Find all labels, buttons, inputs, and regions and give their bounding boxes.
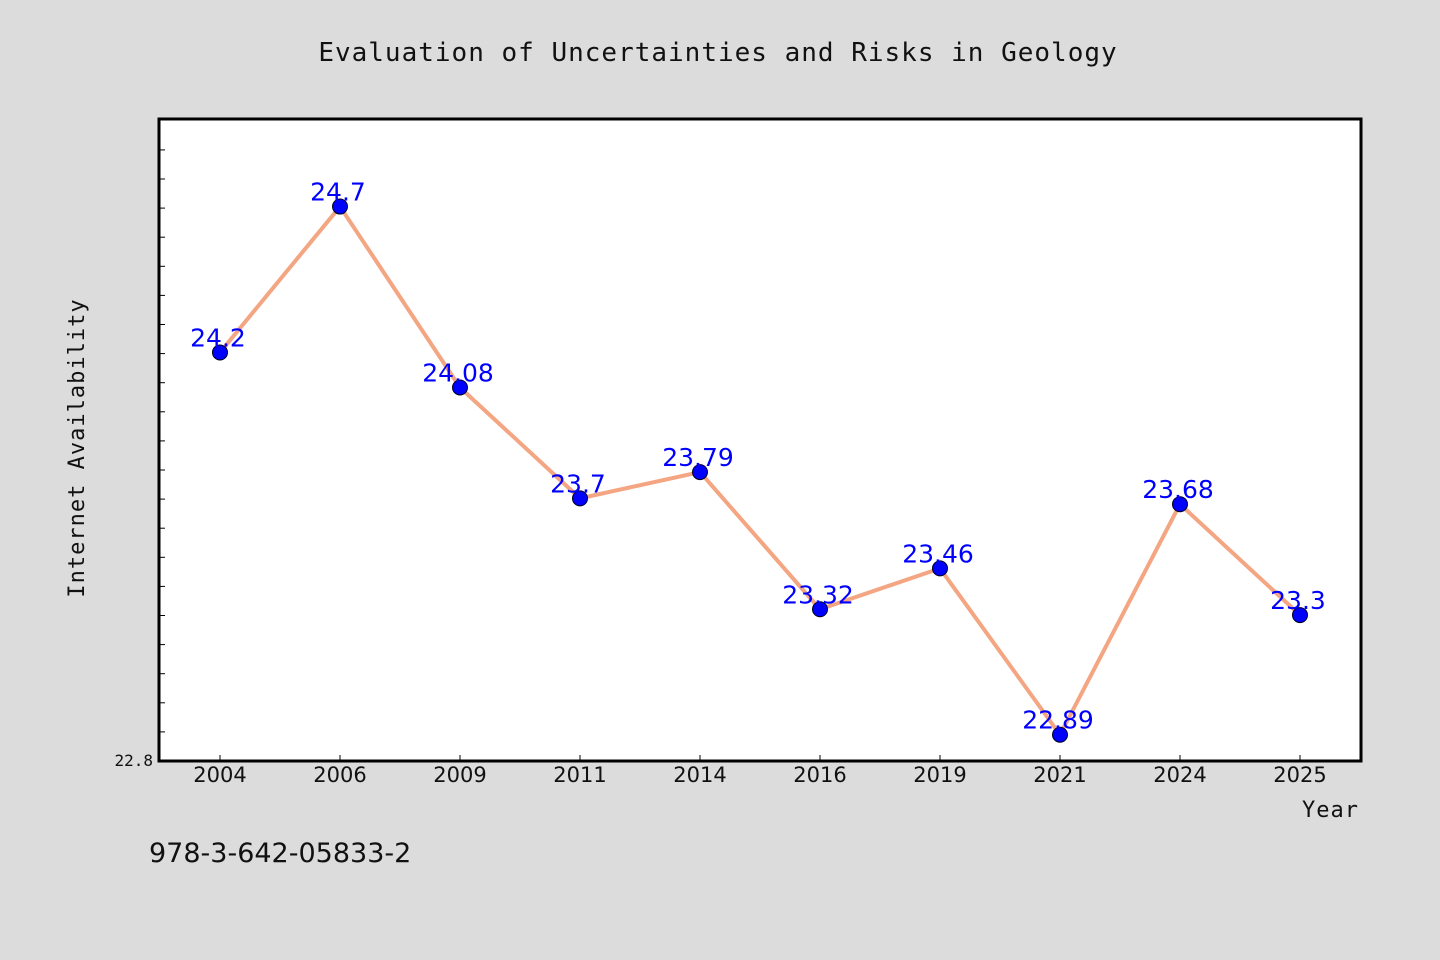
- data-label: 23.46: [902, 539, 974, 568]
- data-point: [212, 344, 228, 361]
- data-label: 23.3: [1270, 586, 1326, 615]
- isbn-text: 978-3-642-05833-2: [149, 838, 411, 869]
- series-layer: [218, 204, 1302, 737]
- x-tick-label: 2025: [1273, 763, 1326, 787]
- data-point: [332, 198, 348, 215]
- series-line: [218, 204, 1302, 737]
- chart-title: Evaluation of Uncertainties and Risks in…: [318, 38, 1117, 68]
- marker-layer: [212, 198, 1308, 743]
- data-label: 22.89: [1022, 706, 1094, 735]
- data-point: [572, 490, 588, 507]
- data-label: 23.32: [782, 580, 854, 609]
- data-point: [452, 379, 468, 396]
- data-label: 24.2: [190, 323, 246, 352]
- data-label: 24.7: [310, 178, 366, 207]
- y-axis-title: Internet Availability: [65, 298, 90, 597]
- data-label: 23.68: [1142, 475, 1214, 504]
- data-label-layer: 24.2 24.7 24.08 23.7 23.79 23.32 23.46 22.89 23.…: [190, 178, 1326, 735]
- x-tick-label: 2016: [793, 763, 846, 787]
- y-tick-label: 22.8: [114, 751, 153, 770]
- data-point: [692, 464, 708, 481]
- data-label: 23.79: [662, 443, 734, 472]
- data-label: 23.7: [550, 469, 606, 498]
- data-point: [812, 601, 828, 618]
- data-point: [1292, 607, 1308, 624]
- data-label: 24.08: [422, 358, 494, 387]
- plot-area: [157, 117, 1363, 763]
- x-tick-label: 2006: [313, 763, 366, 787]
- data-point: [932, 560, 948, 577]
- x-tick-label: 2011: [553, 763, 606, 787]
- x-axis-title: Year: [1302, 798, 1359, 823]
- y-axis-ticks: 22.8: [114, 149, 165, 770]
- x-axis-ticks: 2004 2006 2009 2011 2014 2016 2019 2021 2024 2025: [193, 755, 1327, 787]
- x-tick-label: 2024: [1153, 763, 1206, 787]
- x-tick-label: 2009: [433, 763, 486, 787]
- x-tick-label: 2004: [193, 763, 246, 787]
- x-tick-label: 2014: [673, 763, 726, 787]
- data-point: [1172, 496, 1188, 513]
- x-tick-label: 2019: [913, 763, 966, 787]
- data-point: [1052, 726, 1068, 743]
- x-tick-label: 2021: [1033, 763, 1086, 787]
